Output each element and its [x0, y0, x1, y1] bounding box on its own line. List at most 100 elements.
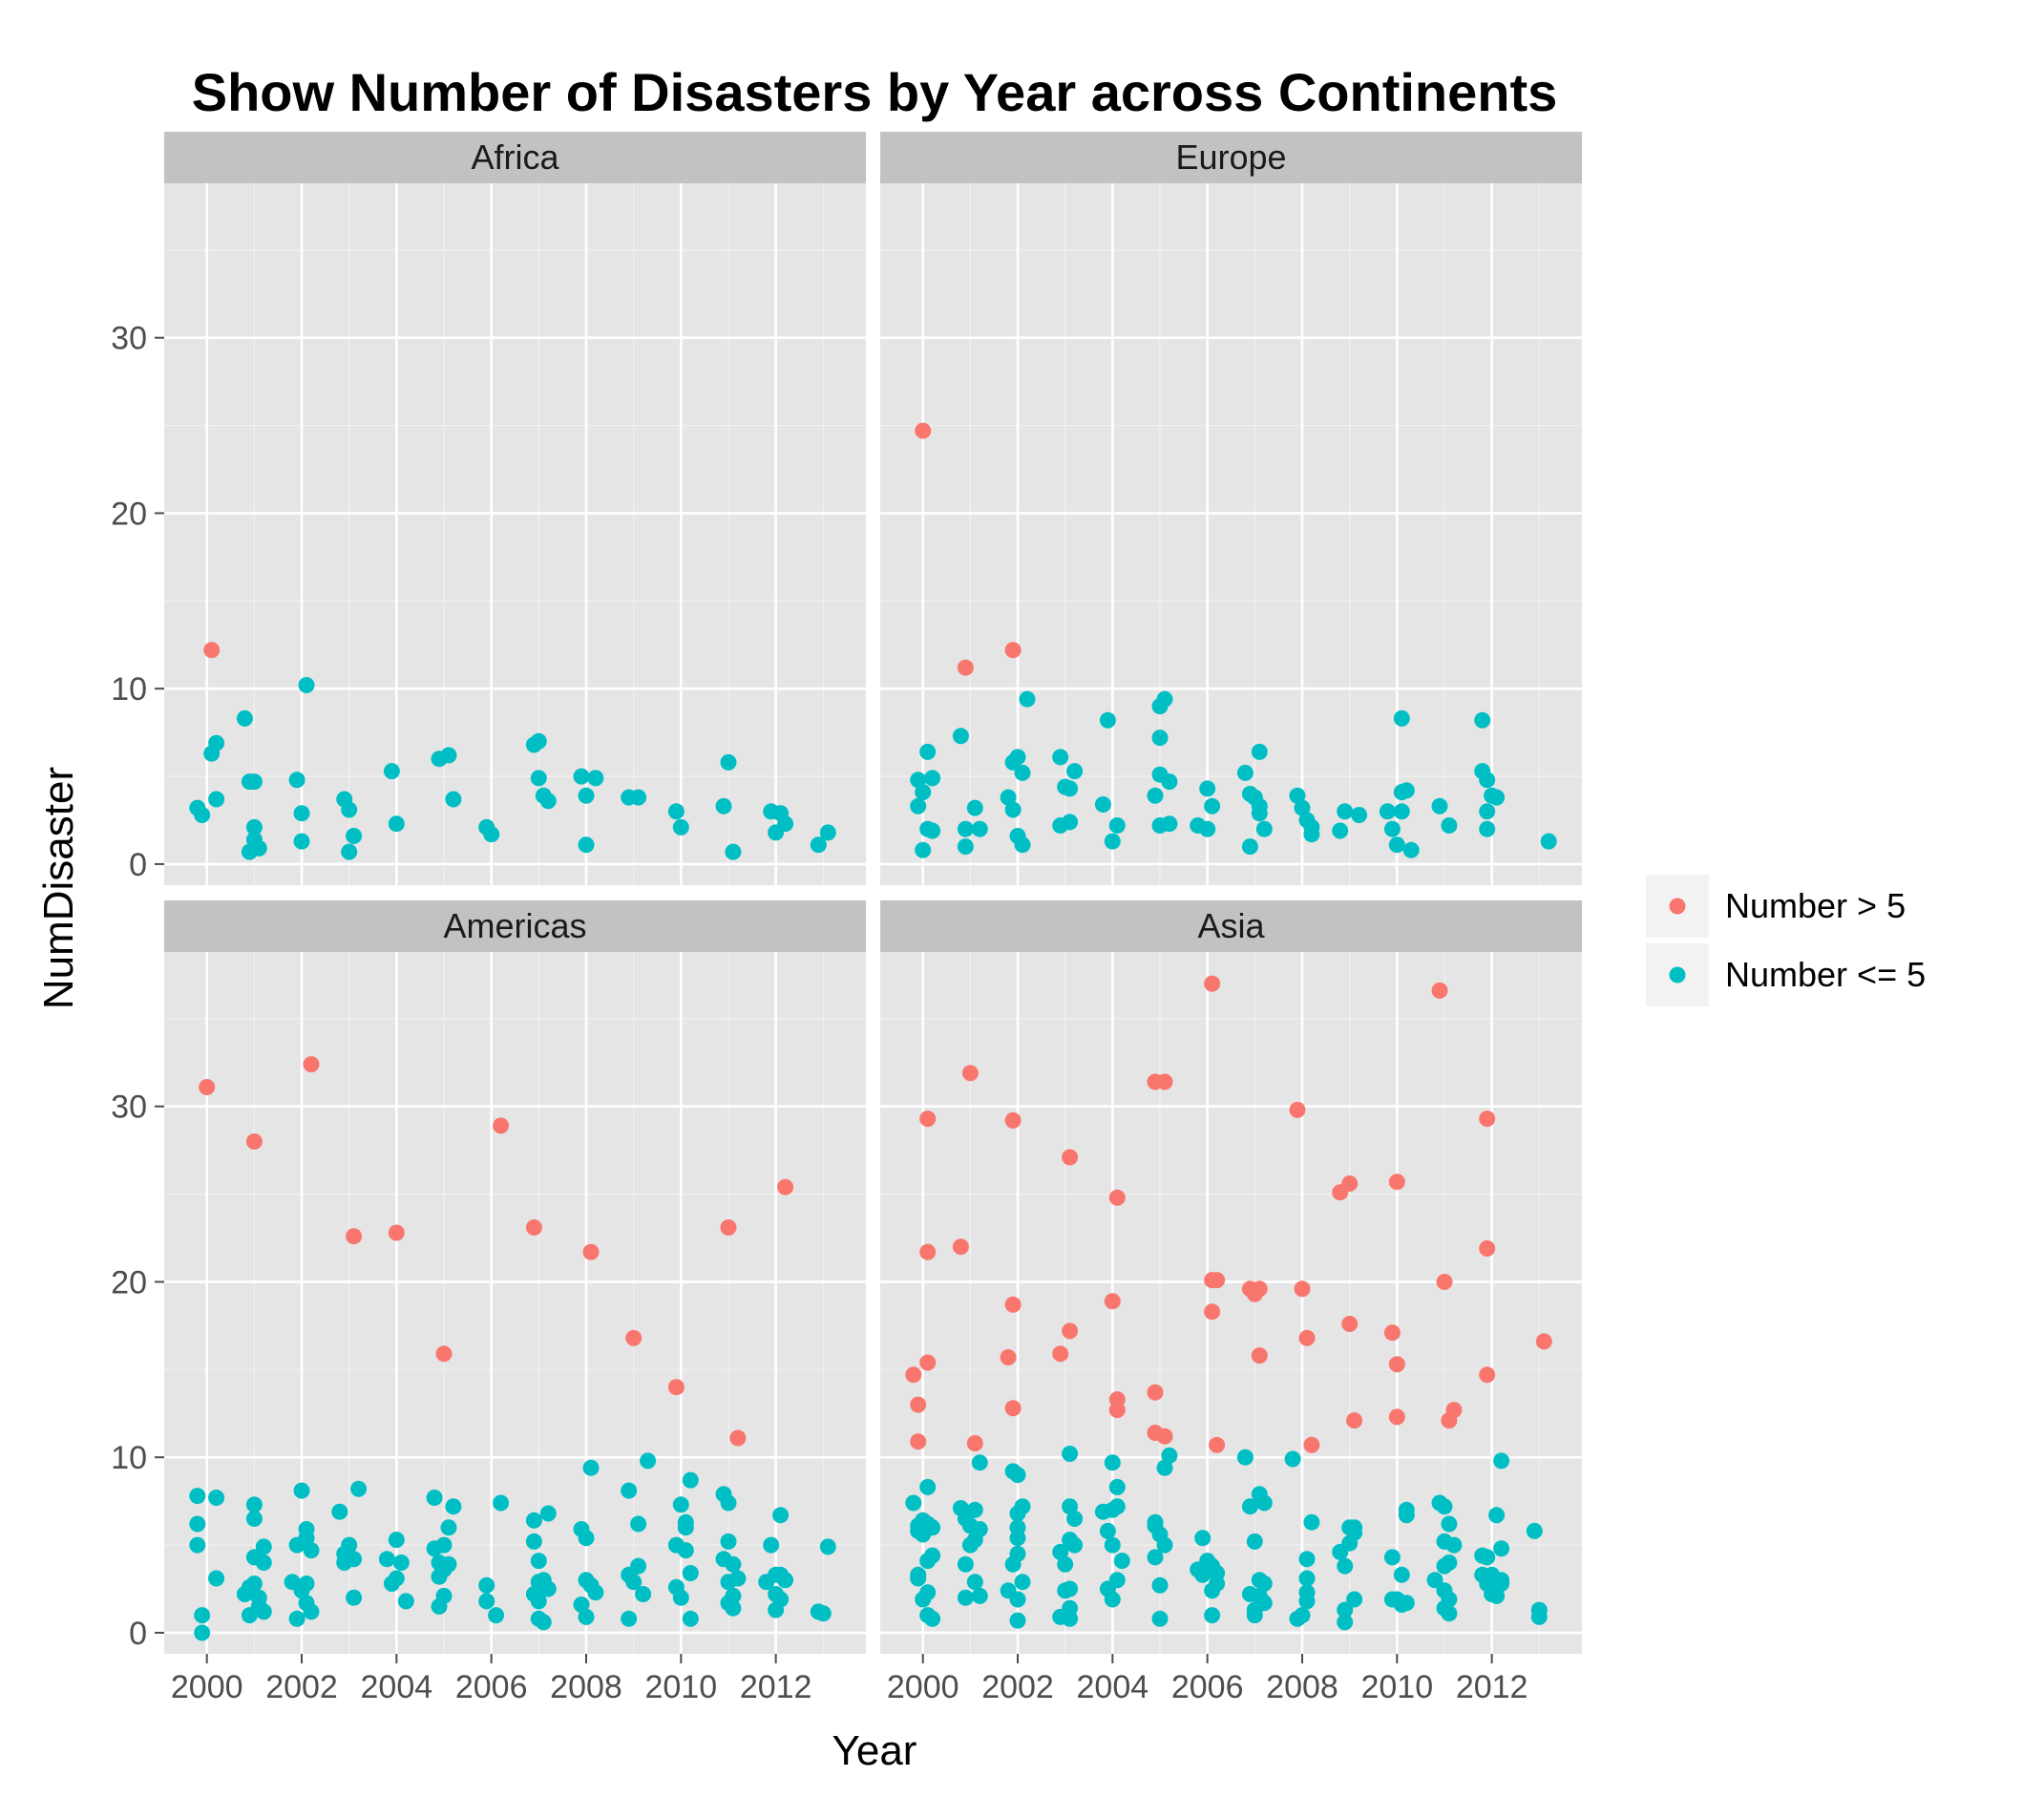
data-point-number-le-5 — [630, 789, 647, 806]
data-point-number-le-5 — [1009, 749, 1026, 766]
data-point-number-le-5 — [445, 1498, 462, 1515]
data-point-number-le-5 — [621, 1482, 638, 1499]
legend-label: Number <= 5 — [1725, 955, 1926, 994]
data-point-number-le-5 — [924, 822, 941, 839]
data-point-number-le-5 — [194, 1607, 211, 1624]
data-point-number-le-5 — [1246, 1607, 1263, 1624]
data-point-number-le-5 — [298, 1576, 315, 1592]
data-points — [910, 422, 1557, 858]
data-point-number-le-5 — [530, 732, 547, 750]
data-point-number-le-5 — [573, 768, 590, 785]
data-point-number-le-5 — [1161, 1447, 1178, 1464]
data-point-number-le-5 — [1108, 1498, 1126, 1515]
data-point-number-gt-5 — [1388, 1408, 1405, 1426]
data-point-number-le-5 — [1493, 1572, 1510, 1589]
x-tick-label: 2008 — [1266, 1669, 1338, 1705]
data-point-number-le-5 — [1147, 787, 1164, 804]
y-tick-label: 30 — [111, 1089, 147, 1126]
data-point-number-le-5 — [1255, 1595, 1273, 1612]
data-point-number-le-5 — [1251, 805, 1268, 822]
data-point-number-le-5 — [971, 1454, 988, 1471]
x-tick-label: 2004 — [1077, 1669, 1149, 1705]
y-tick-label: 20 — [111, 496, 147, 532]
data-point-number-gt-5 — [1479, 1366, 1496, 1384]
data-point-number-gt-5 — [905, 1366, 922, 1384]
data-point-number-le-5 — [1398, 1507, 1415, 1524]
data-point-number-le-5 — [1540, 833, 1557, 850]
data-point-number-le-5 — [1236, 1449, 1254, 1466]
data-point-number-le-5 — [971, 1587, 988, 1604]
data-point-number-le-5 — [478, 1576, 495, 1594]
data-point-number-le-5 — [1108, 817, 1126, 834]
data-point-number-le-5 — [1104, 833, 1121, 850]
facet-strip — [164, 900, 866, 952]
facet-panel-europe: Europe — [880, 132, 1582, 885]
data-point-number-gt-5 — [1251, 1280, 1268, 1298]
data-point-number-gt-5 — [303, 1056, 320, 1073]
data-point-number-le-5 — [1147, 1549, 1164, 1566]
data-point-number-le-5 — [1393, 709, 1410, 727]
data-point-number-le-5 — [1383, 820, 1401, 837]
data-point-number-le-5 — [1255, 1576, 1273, 1592]
data-point-number-le-5 — [1441, 1591, 1458, 1608]
data-point-number-le-5 — [245, 1511, 263, 1527]
data-point-number-le-5 — [341, 801, 358, 818]
data-point-number-le-5 — [303, 1603, 320, 1620]
data-point-number-gt-5 — [957, 659, 974, 676]
data-point-number-le-5 — [1479, 772, 1496, 789]
data-point-number-le-5 — [725, 1599, 742, 1617]
data-point-number-le-5 — [578, 1530, 595, 1547]
data-point-number-le-5 — [293, 805, 310, 822]
data-point-number-le-5 — [1479, 820, 1496, 837]
data-point-number-le-5 — [1289, 787, 1306, 804]
data-point-number-le-5 — [677, 1542, 694, 1559]
data-point-number-le-5 — [1294, 1607, 1311, 1624]
data-point-number-le-5 — [1393, 1566, 1410, 1583]
data-point-number-le-5 — [1209, 1576, 1226, 1592]
legend-label: Number > 5 — [1725, 886, 1906, 925]
data-point-number-le-5 — [625, 1574, 643, 1591]
data-point-number-le-5 — [1346, 1524, 1363, 1541]
data-point-number-le-5 — [397, 1593, 414, 1610]
data-point-number-gt-5 — [1388, 1174, 1405, 1191]
data-point-number-le-5 — [919, 743, 937, 760]
data-point-number-le-5 — [1062, 1498, 1079, 1515]
data-point-number-le-5 — [578, 836, 595, 854]
data-point-number-le-5 — [539, 1505, 557, 1522]
data-point-number-le-5 — [241, 1578, 258, 1596]
data-point-number-le-5 — [530, 1593, 547, 1610]
y-tick-label: 10 — [111, 1440, 147, 1476]
x-axis-title: Year — [832, 1727, 917, 1774]
data-point-number-le-5 — [1199, 780, 1216, 797]
facet-strip-label: Africa — [471, 137, 559, 177]
data-point-number-gt-5 — [720, 1219, 737, 1236]
data-point-number-le-5 — [729, 1570, 747, 1587]
data-point-number-le-5 — [1062, 1580, 1079, 1597]
data-point-number-le-5 — [919, 1478, 937, 1495]
data-point-number-le-5 — [1009, 1612, 1026, 1629]
data-point-number-gt-5 — [729, 1429, 747, 1447]
legend-item: Number <= 5 — [1644, 941, 1926, 1008]
data-point-number-gt-5 — [1062, 1149, 1079, 1166]
data-point-number-le-5 — [1298, 1551, 1316, 1568]
x-tick-label: 2004 — [361, 1669, 433, 1705]
data-point-number-le-5 — [293, 833, 310, 850]
data-point-number-le-5 — [1236, 764, 1254, 781]
x-tick-label: 2002 — [265, 1669, 338, 1705]
data-point-number-le-5 — [245, 1496, 263, 1513]
data-point-number-gt-5 — [199, 1079, 216, 1095]
data-point-number-gt-5 — [915, 422, 932, 439]
data-point-number-le-5 — [1426, 1572, 1443, 1589]
data-point-number-le-5 — [483, 826, 500, 843]
data-point-number-le-5 — [1436, 1498, 1453, 1515]
data-point-number-le-5 — [208, 1570, 225, 1587]
data-point-number-le-5 — [346, 1551, 363, 1568]
data-point-number-le-5 — [1009, 1591, 1026, 1608]
data-point-number-le-5 — [957, 820, 974, 837]
data-point-number-le-5 — [1062, 814, 1079, 831]
data-point-number-le-5 — [582, 1459, 600, 1476]
data-point-number-gt-5 — [1108, 1402, 1126, 1419]
data-point-number-le-5 — [1488, 1507, 1506, 1524]
data-point-number-le-5 — [341, 843, 358, 860]
data-point-number-gt-5 — [1004, 1400, 1022, 1417]
